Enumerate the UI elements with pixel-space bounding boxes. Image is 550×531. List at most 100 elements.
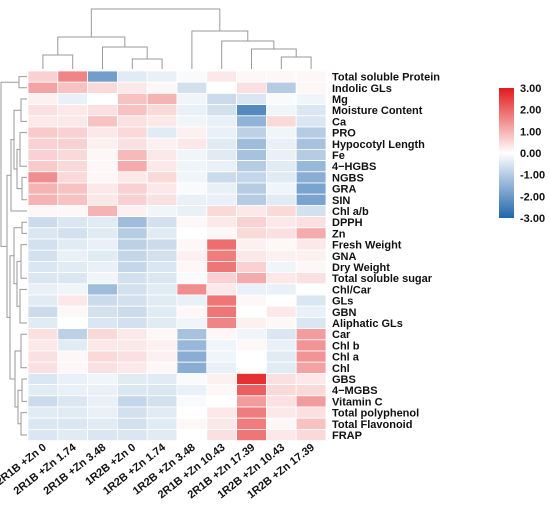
heatmap-cell xyxy=(265,417,297,430)
heatmap-cell xyxy=(117,216,148,229)
heatmap-cell xyxy=(206,294,238,307)
heatmap-cell xyxy=(265,339,297,352)
heatmap-cell xyxy=(236,260,267,273)
column-dendrogram xyxy=(42,8,312,69)
heatmap-cell xyxy=(295,238,327,251)
heatmap-cell xyxy=(87,294,118,307)
heatmap-cell xyxy=(57,193,88,206)
heatmap-cell xyxy=(27,182,59,195)
row-dendrogram-branch xyxy=(19,132,27,167)
heatmap-cell xyxy=(206,406,238,419)
heatmap-cell xyxy=(206,283,238,296)
heatmap-cell xyxy=(176,372,208,385)
heatmap-cell xyxy=(27,328,59,341)
heatmap-cell xyxy=(57,272,88,285)
heatmap-cell xyxy=(236,193,267,206)
heatmap-cell xyxy=(57,260,88,273)
heatmap-cell xyxy=(57,182,88,195)
row-label: Total soluble Protein xyxy=(332,72,440,84)
row-label: DPPH xyxy=(332,217,363,229)
heatmap-cell xyxy=(87,339,118,352)
heatmap-cell xyxy=(265,316,297,329)
row-dendrogram-branch xyxy=(20,333,27,369)
heatmap-cell xyxy=(176,182,208,195)
heatmap-cell xyxy=(146,350,178,363)
heatmap-cell xyxy=(206,216,238,229)
heatmap-cell xyxy=(265,350,297,363)
heatmap-cell xyxy=(265,204,297,217)
heatmap-cell xyxy=(236,328,267,341)
row-label: Aliphatic GLs xyxy=(332,318,403,330)
heatmap-cell xyxy=(265,406,297,419)
heatmap-cell xyxy=(176,417,208,430)
heatmap-cell xyxy=(206,305,238,318)
row-dendrogram-branch xyxy=(19,288,27,324)
heatmap-cell xyxy=(295,384,327,397)
heatmap-cell xyxy=(117,339,148,352)
heatmap-cell xyxy=(87,283,118,296)
heatmap-cell xyxy=(295,294,327,307)
heatmap-cell xyxy=(117,182,148,195)
color-scale-tick-label: -1.00 xyxy=(520,170,545,182)
heatmap-cell xyxy=(176,216,208,229)
heatmap-cell xyxy=(176,193,208,206)
heatmap-cell xyxy=(265,260,297,273)
heatmap-cell xyxy=(265,81,297,94)
heatmap-cell xyxy=(176,93,208,106)
heatmap-cell xyxy=(117,126,148,139)
heatmap-cell xyxy=(265,126,297,139)
heatmap-cell xyxy=(236,238,267,251)
heatmap-cell xyxy=(117,384,148,397)
heatmap-cell xyxy=(265,249,297,262)
heatmap-cell xyxy=(27,316,59,329)
heatmap-cell xyxy=(87,372,118,385)
heatmap-cell xyxy=(176,204,208,217)
heatmap-cell xyxy=(295,283,327,296)
heatmap-cell xyxy=(146,249,178,262)
heatmap-cell xyxy=(295,93,327,106)
row-dendrogram-branch xyxy=(18,76,27,89)
heatmap-cell xyxy=(206,395,238,408)
heatmap-cell xyxy=(206,339,238,352)
heatmap-cell xyxy=(57,160,88,173)
heatmap-cell xyxy=(295,137,327,150)
heatmap-cell xyxy=(57,70,88,83)
color-scale-tick-label: 1.00 xyxy=(520,126,541,138)
heatmap-cell xyxy=(27,384,59,397)
heatmap-cell xyxy=(87,406,118,419)
color-scale-tick-label: 2.00 xyxy=(520,105,541,117)
heatmap-cell xyxy=(146,238,178,251)
heatmap-cell xyxy=(27,160,59,173)
heatmap-cell xyxy=(206,428,238,441)
heatmap-cell xyxy=(206,238,238,251)
heatmap-cell xyxy=(295,160,327,173)
heatmap-cell xyxy=(236,372,267,385)
heatmap-cell xyxy=(117,372,148,385)
heatmap-cell xyxy=(146,260,178,273)
heatmap-cell xyxy=(176,384,208,397)
column-dendrogram-branch xyxy=(221,40,275,69)
heatmap-cell xyxy=(87,272,118,285)
heatmap-cell xyxy=(295,148,327,161)
heatmap-cell xyxy=(146,148,178,161)
heatmap-cell xyxy=(176,115,208,128)
heatmap-cell xyxy=(206,93,238,106)
row-label: Fresh Weight xyxy=(332,240,402,252)
heatmap-cell xyxy=(57,406,88,419)
heatmap-cell xyxy=(206,148,238,161)
heatmap-cell xyxy=(87,70,118,83)
heatmap-cell xyxy=(117,328,148,341)
heatmap-cell xyxy=(27,339,59,352)
heatmap-cell xyxy=(176,294,208,307)
heatmap-cell xyxy=(265,160,297,173)
row-dendrogram xyxy=(0,76,27,436)
heatmap-cells xyxy=(27,70,327,441)
heatmap-cell xyxy=(87,171,118,184)
heatmap-cell xyxy=(295,272,327,285)
heatmap-cell xyxy=(146,428,178,441)
heatmap-cell xyxy=(146,216,178,229)
row-dendrogram-branch xyxy=(21,221,27,234)
heatmap-cell xyxy=(117,93,148,106)
row-label: Chl a/b xyxy=(332,206,369,218)
heatmap-cell xyxy=(57,81,88,94)
